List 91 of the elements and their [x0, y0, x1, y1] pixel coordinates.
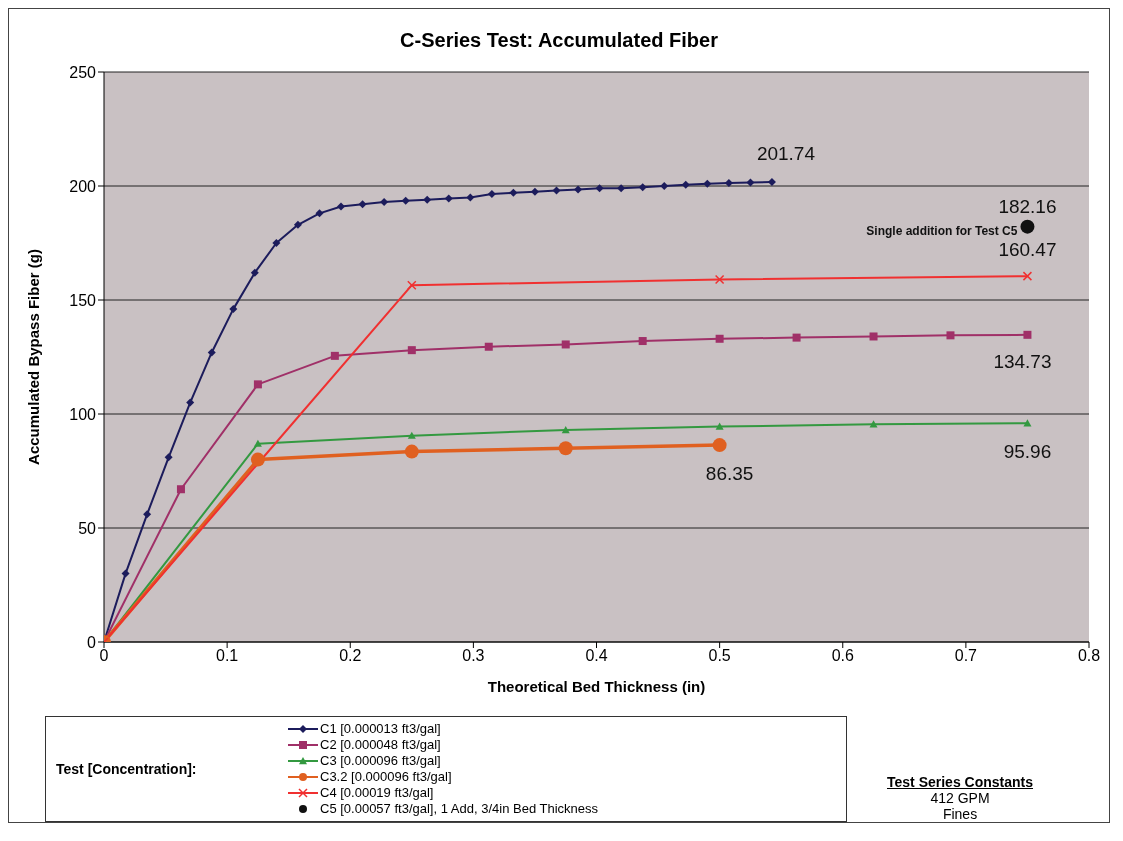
- y-tick-label: 0: [87, 633, 97, 651]
- point: [617, 184, 626, 193]
- point: [715, 334, 724, 343]
- x-tick-label: 0.2: [339, 647, 362, 665]
- legend-label: C4 [0.00019 ft3/gal]: [320, 785, 434, 801]
- point: [487, 189, 496, 198]
- point: [1023, 330, 1032, 339]
- y-axis-title: Accumulated Bypass Fiber (g): [25, 249, 43, 465]
- point: [558, 441, 573, 456]
- point: [561, 425, 570, 434]
- legend-label: C1 [0.000013 ft3/gal]: [320, 721, 441, 737]
- y-tick-label: 100: [69, 405, 97, 423]
- y-tick-label: 200: [69, 177, 97, 195]
- point: [407, 280, 417, 290]
- point: [293, 220, 302, 229]
- x-tick-label: 0.3: [462, 647, 485, 665]
- point: [444, 194, 453, 203]
- point: [724, 179, 733, 188]
- point: [121, 569, 130, 578]
- point: [407, 431, 416, 439]
- point: [358, 200, 367, 209]
- point: [746, 178, 755, 187]
- point: [792, 333, 801, 342]
- point: [330, 351, 339, 360]
- point: [337, 202, 346, 211]
- point: [423, 195, 432, 204]
- text: Test Series Constants: [887, 774, 1034, 790]
- annotation: 201.74: [756, 143, 816, 165]
- point: [186, 398, 195, 407]
- point: [229, 305, 238, 314]
- point: [509, 188, 518, 197]
- point: [466, 193, 475, 202]
- point: [660, 182, 669, 190]
- legend-label: C2 [0.000048 ft3/gal]: [320, 737, 441, 753]
- x-tick-label: 0: [99, 647, 109, 665]
- point: [250, 268, 259, 277]
- point: [404, 444, 419, 459]
- point: [253, 380, 262, 389]
- point: [530, 187, 539, 196]
- point: [712, 438, 727, 453]
- annotation: 86.35: [705, 463, 754, 485]
- point: [946, 331, 955, 340]
- x-tick-label: 0.6: [831, 647, 854, 665]
- point: [552, 186, 561, 195]
- point: [484, 342, 493, 351]
- point: [1020, 219, 1035, 234]
- point: [164, 453, 173, 462]
- point: [767, 178, 776, 187]
- point: [207, 348, 216, 357]
- point: [250, 452, 265, 467]
- point: [561, 340, 570, 349]
- x-tick-label: 0.5: [708, 647, 731, 665]
- x-tick-label: 0.4: [585, 647, 608, 665]
- annotation: 160.47: [998, 239, 1057, 261]
- point: [272, 239, 281, 247]
- x-tick-label: 0.1: [216, 647, 239, 665]
- annotation: Single addition for Test C5: [866, 223, 1018, 238]
- point: [574, 185, 583, 194]
- x-tick-label: 0.7: [954, 647, 978, 665]
- y-tick-label: 50: [78, 519, 97, 537]
- point: [681, 180, 690, 189]
- text: Fines: [941, 806, 979, 822]
- legend-title: Test [Concentration]:: [56, 761, 198, 777]
- point: [143, 510, 152, 519]
- point: [1023, 419, 1032, 427]
- point: [638, 183, 647, 192]
- legend-label: C3.2 [0.000096 ft3/gal]: [320, 769, 452, 785]
- point: [315, 209, 324, 218]
- x-tick-label: 0.8: [1077, 647, 1101, 665]
- x-axis-title: Theoretical Bed Thickness (in): [487, 678, 706, 695]
- point: [407, 346, 416, 355]
- point: [401, 196, 410, 205]
- point: [703, 179, 712, 188]
- point: [638, 337, 647, 346]
- annotation: 182.16: [998, 195, 1057, 217]
- point: [714, 274, 725, 285]
- point: [595, 184, 604, 193]
- annotation: 134.73: [993, 350, 1052, 372]
- text: 412 GPM: [929, 790, 991, 806]
- point: [1022, 271, 1033, 281]
- point: [715, 422, 724, 430]
- annotation: 95.96: [1003, 441, 1052, 463]
- point: [253, 439, 262, 447]
- chart-title: C-Series Test: Accumulated Fiber: [399, 29, 719, 52]
- y-tick-label: 250: [69, 63, 97, 81]
- point: [380, 197, 389, 206]
- point: [176, 485, 185, 494]
- legend-label: C3 [0.000096 ft3/gal]: [320, 753, 441, 769]
- point: [869, 332, 878, 341]
- y-tick-label: 150: [69, 291, 97, 309]
- legend-label: C5 [0.00057 ft3/gal], 1 Add, 3/4in Bed Thickness: [320, 801, 599, 817]
